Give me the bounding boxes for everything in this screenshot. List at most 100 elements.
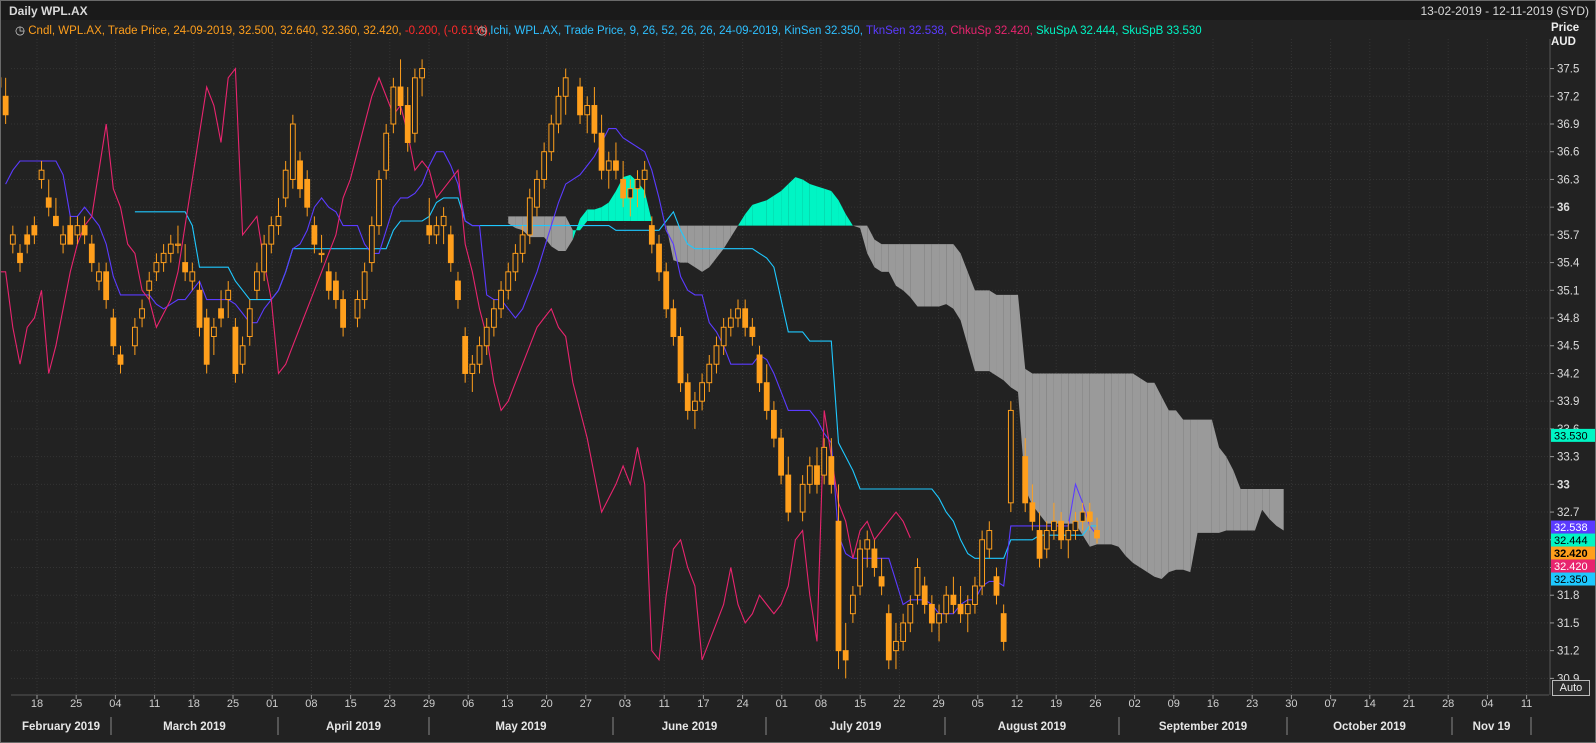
cloud-bear-segment	[910, 244, 918, 307]
candle-legend-change: -0.200, (-0.61%),	[404, 25, 492, 37]
candle-body-up	[268, 225, 275, 245]
cloud-bear-segment	[895, 244, 904, 291]
candle-body-up	[641, 169, 648, 180]
cloud-bear-segment	[1175, 410, 1184, 570]
candle-body-up	[1079, 511, 1086, 522]
candle-body-down	[232, 326, 239, 374]
candle-body-down	[45, 197, 52, 208]
cloud-bear-segment	[939, 244, 947, 307]
cloud-bear-segment	[1003, 294, 1011, 388]
candle-body-up	[1072, 520, 1079, 532]
cloud-bear-segment	[1254, 488, 1263, 531]
month-label: July 2019	[830, 721, 882, 733]
date-tick-label: 11	[149, 698, 160, 710]
candle-body-up	[627, 188, 634, 199]
tenkan-sen-line	[5, 128, 1098, 615]
price-badge-label: 33.530	[1554, 430, 1588, 442]
candle-body-up	[419, 68, 425, 79]
cloud-bear-segment	[1140, 378, 1148, 573]
date-tick-label: 30	[1285, 698, 1297, 710]
candle-body-up	[318, 252, 325, 256]
cloud-bear-segment	[544, 216, 552, 247]
month-label: August 2019	[998, 721, 1066, 733]
cloud-bear-segment	[716, 225, 724, 258]
cloud-bull-segment	[608, 190, 616, 222]
cloud-bear-segment	[874, 239, 882, 272]
candle-body-down	[17, 252, 23, 264]
date-tick-label: 15	[854, 698, 866, 710]
cloud-bear-segment	[1010, 294, 1019, 392]
candle-body-down	[182, 262, 189, 273]
cloud-bear-segment	[924, 244, 932, 307]
candle-body-down	[648, 225, 655, 245]
cloud-bull-segment	[838, 200, 846, 226]
candle-body-up	[361, 271, 368, 301]
clock-icon: ◷	[15, 25, 26, 37]
candle-body-down	[778, 437, 784, 476]
candle-body-down	[333, 280, 339, 301]
cloud-bear-segment	[1211, 419, 1220, 533]
candle-body-down	[871, 548, 878, 568]
cloud-bear-segment	[860, 225, 868, 254]
date-tick-label: 07	[1324, 698, 1336, 710]
cloud-bull-segment	[594, 207, 602, 222]
candle-body-up	[519, 234, 526, 254]
cloud-bear-segment	[1190, 419, 1198, 573]
auto-scale-button[interactable]: Auto	[1552, 680, 1590, 696]
candle-body-down	[656, 243, 662, 273]
candle-body-down	[749, 326, 756, 338]
date-tick-label: 01	[776, 698, 788, 710]
price-tick-label: 37.2	[1557, 91, 1579, 103]
candle-body-down	[196, 289, 203, 328]
cloud-bear-segment	[1240, 488, 1248, 531]
date-tick-label: 06	[462, 698, 474, 710]
price-badge-label: 32.444	[1554, 535, 1588, 547]
cloud-bear-segment	[1269, 488, 1277, 526]
candle-body-up	[849, 594, 856, 615]
price-tick-label: 35.4	[1557, 258, 1580, 270]
candle-body-up	[900, 622, 907, 642]
cloud-bear-segment	[709, 225, 717, 268]
date-tick-label: 13	[501, 698, 513, 710]
candle-legend[interactable]: ◷ Cndl, WPL.AX, Trade Price, 24-09-2019,…	[15, 23, 491, 37]
candle-body-up	[541, 151, 548, 180]
candle-body-up	[605, 160, 612, 171]
cloud-bear-segment	[989, 290, 997, 376]
candle-body-up	[735, 308, 741, 319]
candle-body-up	[505, 271, 512, 291]
cloud-bull-segment	[802, 179, 810, 226]
cloud-bear-segment	[1082, 373, 1090, 547]
cloud-bear-segment	[1089, 373, 1097, 547]
cloud-bear-segment	[1161, 396, 1169, 580]
cloud-bear-segment	[1118, 373, 1126, 556]
chikou-span-line	[1, 67, 911, 662]
cloud-bear-segment	[730, 225, 738, 238]
candle-body-up	[1007, 409, 1014, 504]
date-tick-label: 26	[1089, 698, 1101, 710]
ichimoku-legend[interactable]: ◷ Ichi, WPL.AX, Trade Price, 9, 26, 52, …	[477, 23, 1202, 37]
candle-body-down	[397, 86, 404, 107]
candle-body-down	[677, 336, 684, 384]
date-tick-label: 24	[736, 698, 748, 710]
date-tick-label: 21	[1403, 698, 1415, 710]
cloud-bear-segment	[852, 225, 861, 228]
cloud-bull-segment	[773, 190, 782, 226]
price-badge-label: 32.350	[1554, 574, 1588, 586]
candle-body-down	[763, 382, 770, 411]
cloud-bear-segment	[723, 225, 731, 249]
cloud-bear-segment	[515, 216, 523, 231]
candle-body-down	[620, 178, 627, 199]
candle-body-down	[2, 95, 9, 116]
candle-body-up	[368, 225, 375, 264]
price-tick-label: 31.8	[1557, 590, 1579, 602]
month-label: April 2019	[326, 721, 381, 733]
candle-body-up	[383, 132, 390, 171]
candle-body-down	[756, 354, 763, 384]
date-tick-label: 19	[1050, 698, 1062, 710]
candle-body-up	[1065, 530, 1072, 541]
candle-body-up	[469, 363, 476, 374]
candle-body-down	[663, 271, 670, 310]
candle-body-down	[447, 234, 454, 264]
candle-body-up	[412, 77, 418, 134]
